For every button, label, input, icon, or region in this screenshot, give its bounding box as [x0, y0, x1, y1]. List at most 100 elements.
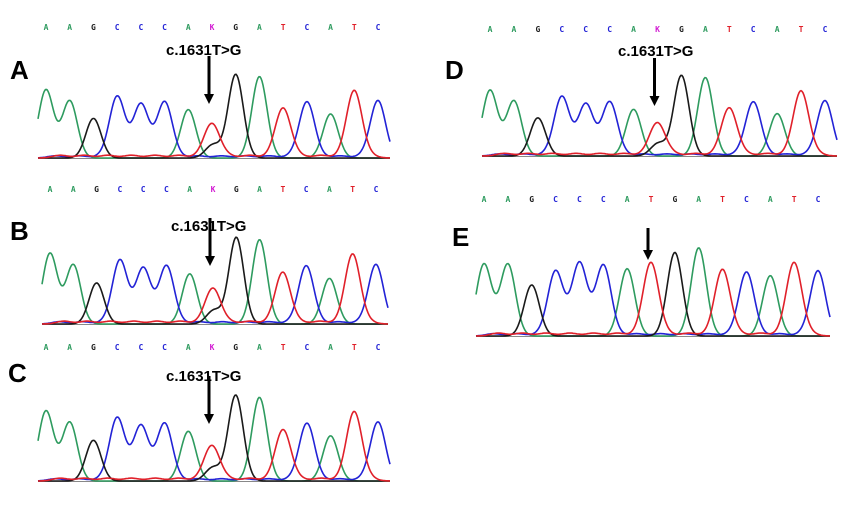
base-call-15: C: [816, 195, 821, 204]
base-call-15: C: [376, 343, 381, 352]
base-call-9: G: [679, 25, 684, 34]
base-call-7: A: [186, 23, 191, 32]
base-call-1: A: [482, 195, 487, 204]
base-call-2: A: [67, 343, 72, 352]
panel-letter-e: E: [452, 222, 470, 252]
base-call-12: C: [751, 25, 756, 34]
trace-channel-t: [481, 89, 837, 157]
panel-letter-a: A: [10, 55, 29, 85]
base-call-11: T: [281, 343, 286, 352]
base-call-11: T: [727, 25, 732, 34]
base-call-2: A: [71, 185, 76, 194]
base-call-8: T: [649, 195, 654, 204]
base-call-13: A: [775, 25, 780, 34]
base-call-10: A: [257, 23, 262, 32]
base-call-9: G: [672, 195, 677, 204]
base-call-7: A: [631, 25, 636, 34]
base-call-9: G: [233, 23, 238, 32]
base-call-11: T: [281, 23, 286, 32]
base-call-3: G: [91, 343, 96, 352]
base-call-10: A: [703, 25, 708, 34]
trace-channel-g: [38, 394, 390, 482]
trace-channel-a: [37, 75, 390, 159]
base-call-1: A: [44, 23, 49, 32]
base-call-6: C: [162, 23, 167, 32]
base-call-1: A: [44, 343, 49, 352]
base-call-14: T: [799, 25, 804, 34]
base-call-13: A: [328, 343, 333, 352]
base-call-6: C: [601, 195, 606, 204]
base-call-4: C: [115, 343, 120, 352]
base-call-12: C: [304, 185, 309, 194]
base-call-8: K: [210, 23, 215, 32]
trace-channel-a: [481, 76, 837, 157]
base-call-10: A: [257, 185, 262, 194]
base-call-11: T: [280, 185, 285, 194]
base-call-6: C: [164, 185, 169, 194]
base-call-2: A: [505, 195, 510, 204]
base-call-3: G: [535, 25, 540, 34]
base-call-3: G: [91, 23, 96, 32]
trace-channel-g: [42, 236, 388, 325]
trace-channel-t: [475, 261, 830, 337]
trace-channel-a: [41, 238, 388, 325]
base-call-3: G: [94, 185, 99, 194]
trace-channel-a: [37, 396, 390, 482]
base-call-14: T: [352, 343, 357, 352]
trace-channel-g: [476, 251, 830, 337]
base-call-5: C: [138, 23, 143, 32]
base-call-4: C: [117, 185, 122, 194]
base-call-14: T: [352, 23, 357, 32]
base-call-9: G: [233, 343, 238, 352]
base-call-7: A: [625, 195, 630, 204]
base-call-9: G: [234, 185, 239, 194]
base-call-7: A: [187, 185, 192, 194]
base-call-15: C: [376, 23, 381, 32]
trace-channel-t: [37, 89, 390, 159]
mutation-arrow: [205, 218, 215, 266]
mutation-arrow: [643, 228, 653, 260]
base-call-14: T: [350, 185, 355, 194]
base-call-1: A: [488, 25, 493, 34]
base-call-7: A: [186, 343, 191, 352]
mutation-arrow: [204, 56, 214, 104]
base-call-5: C: [141, 185, 146, 194]
mutation-arrow: [204, 376, 214, 424]
base-call-15: C: [823, 25, 828, 34]
panel-letter-c: C: [8, 358, 27, 388]
panel-letter-b: B: [10, 216, 29, 246]
trace-channel-t: [41, 253, 389, 325]
base-call-5: C: [577, 195, 582, 204]
trace-channel-g: [38, 73, 390, 159]
base-call-12: C: [304, 23, 309, 32]
base-call-8: K: [211, 185, 216, 194]
base-call-1: A: [48, 185, 53, 194]
base-call-2: A: [512, 25, 517, 34]
mutation-arrow: [649, 58, 660, 106]
base-call-3: G: [529, 195, 534, 204]
base-call-15: C: [374, 185, 379, 194]
panel-letter-d: D: [445, 55, 464, 85]
mutation-label-c: c.1631T>G: [166, 368, 242, 385]
base-call-12: C: [304, 343, 309, 352]
mutation-label-a: c.1631T>G: [166, 42, 242, 59]
base-call-6: C: [607, 25, 612, 34]
base-call-10: A: [257, 343, 262, 352]
trace-channel-a: [475, 246, 830, 337]
base-call-11: T: [720, 195, 725, 204]
base-call-4: C: [115, 23, 120, 32]
base-call-8: K: [655, 25, 660, 34]
base-call-5: C: [138, 343, 143, 352]
base-call-5: C: [583, 25, 588, 34]
base-call-4: C: [559, 25, 564, 34]
base-call-4: C: [553, 195, 558, 204]
base-call-8: K: [210, 343, 215, 352]
base-call-13: A: [328, 23, 333, 32]
trace-channel-t: [37, 410, 390, 482]
base-call-6: C: [162, 343, 167, 352]
base-call-13: A: [768, 195, 773, 204]
